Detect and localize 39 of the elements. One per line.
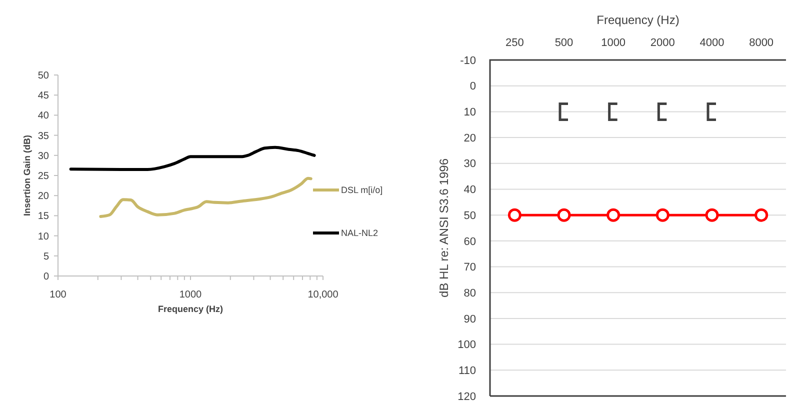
y-axis-title: dB HL re: ANSI S3.6 1996 — [437, 158, 451, 298]
x-tick-label: 250 — [505, 37, 524, 49]
y-tick-label: 0 — [43, 272, 50, 282]
y-tick-label: 10 — [38, 231, 50, 242]
x-axis-title: Frequency (Hz) — [596, 13, 680, 27]
y-tick-label: 20 — [464, 132, 476, 144]
y-tick-label: 45 — [38, 90, 50, 102]
y-tick-label: 60 — [464, 236, 476, 248]
y-tick-label: 90 — [464, 313, 476, 326]
y-axis-title: Insertion Gain (dB) — [22, 134, 32, 216]
y-tick-label: 35 — [38, 130, 50, 142]
y-tick-label: 50 — [38, 70, 50, 82]
y-tick-label: 120 — [458, 390, 476, 402]
y-tick-label: 5 — [43, 251, 50, 262]
y-tick-label: -10 — [460, 54, 476, 67]
x-tick-label: 2000 — [650, 37, 675, 49]
y-tick-label: 10 — [464, 106, 476, 119]
legend-label: DSL m[i/o] — [341, 185, 383, 196]
y-tick-label: 100 — [458, 339, 476, 352]
x-tick-label: 1000 — [179, 290, 202, 300]
y-tick-label: 15 — [38, 211, 50, 222]
y-tick-label: 30 — [464, 158, 476, 170]
x-tick-label: 8000 — [749, 37, 774, 49]
x-tick-label: 500 — [554, 37, 574, 49]
y-tick-label: 50 — [464, 210, 476, 222]
y-tick-label: 40 — [38, 110, 50, 122]
x-tick-label: 10,000 — [308, 290, 339, 300]
x-tick-label: 4000 — [700, 37, 724, 49]
y-tick-label: 0 — [470, 80, 476, 93]
y-tick-label: 40 — [464, 184, 476, 196]
y-tick-label: 20 — [38, 191, 50, 202]
x-tick-label: 1000 — [601, 37, 626, 49]
y-tick-label: 25 — [38, 171, 50, 182]
legend-label: NAL-NL2 — [341, 228, 378, 238]
y-tick-label: 70 — [464, 262, 476, 274]
y-tick-label: 110 — [458, 365, 476, 378]
y-tick-label: 30 — [38, 150, 50, 162]
x-axis-title: Frequency (Hz) — [158, 304, 224, 314]
y-tick-label: 80 — [464, 287, 476, 300]
